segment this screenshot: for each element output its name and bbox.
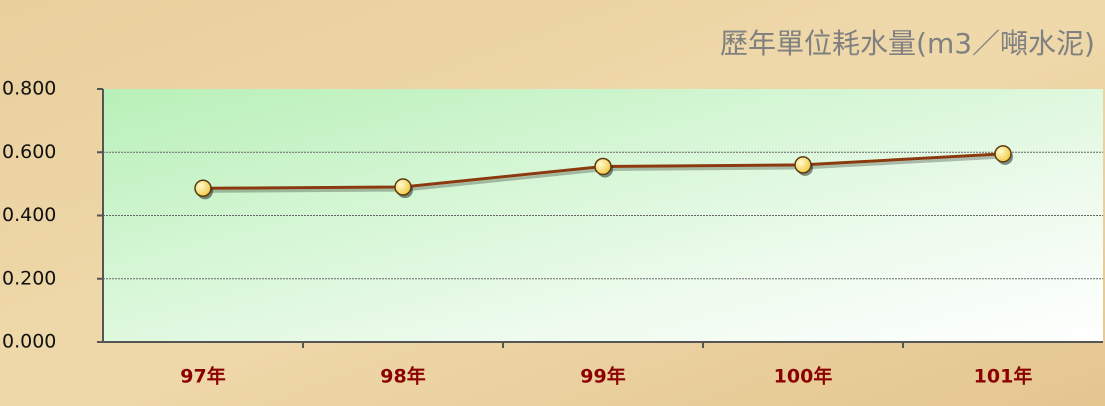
x-tick-label: 97年 bbox=[180, 365, 225, 388]
x-tick-label: 100年 bbox=[774, 365, 833, 388]
y-tick-label: 0.800 bbox=[2, 78, 56, 100]
x-tick-label: 99年 bbox=[580, 365, 625, 388]
y-tick-label: 0.600 bbox=[2, 141, 56, 163]
y-tick-label: 0.000 bbox=[2, 331, 56, 353]
x-tick-label: 101年 bbox=[974, 365, 1033, 388]
marker bbox=[994, 145, 1012, 163]
y-tick-label: 0.200 bbox=[2, 267, 56, 289]
chart-title: 歷年單位耗水量(m3／噸水泥) bbox=[720, 27, 1095, 60]
marker bbox=[394, 178, 412, 196]
y-tick-label: 0.400 bbox=[2, 204, 56, 226]
x-tick-label: 98年 bbox=[380, 365, 425, 388]
marker bbox=[794, 156, 812, 174]
marker bbox=[194, 179, 212, 198]
marker bbox=[594, 157, 612, 176]
